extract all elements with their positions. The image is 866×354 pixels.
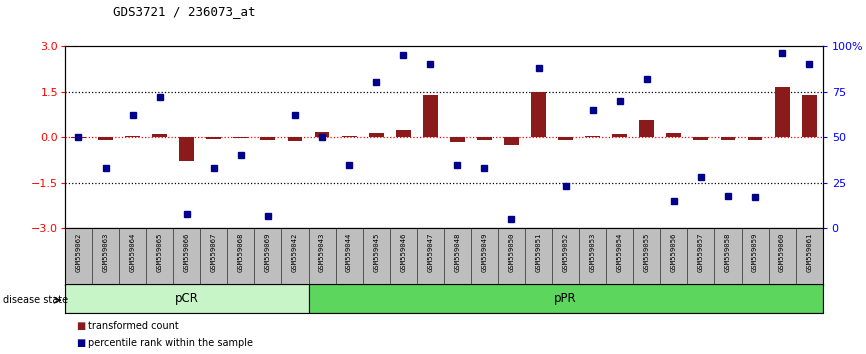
Bar (694, 137, 708, 139)
Bar (369, 133, 384, 137)
Bar (179, 137, 194, 161)
Text: GSM559044: GSM559044 (346, 232, 352, 272)
Text: GSM559067: GSM559067 (210, 232, 216, 272)
Text: pPR: pPR (554, 292, 577, 305)
Text: GSM559055: GSM559055 (643, 232, 650, 272)
Text: GSM559046: GSM559046 (400, 232, 406, 272)
Text: GSM559057: GSM559057 (698, 232, 704, 272)
Bar (234, 137, 249, 138)
Bar (504, 137, 519, 145)
Text: GSM559063: GSM559063 (102, 232, 108, 272)
Bar (308, 284, 823, 313)
Bar (126, 136, 140, 137)
Bar (747, 137, 762, 139)
Text: GSM559068: GSM559068 (238, 232, 244, 272)
Text: GSM559052: GSM559052 (563, 232, 569, 272)
Bar (477, 137, 492, 139)
Bar (314, 132, 329, 137)
Bar (342, 136, 357, 137)
Text: GSM559059: GSM559059 (752, 232, 758, 272)
Text: GSM559051: GSM559051 (535, 232, 541, 272)
Bar (559, 137, 573, 140)
Bar (667, 133, 682, 137)
Bar (98, 137, 113, 139)
Bar (396, 131, 410, 137)
Text: GSM559061: GSM559061 (806, 232, 812, 272)
Text: GSM559045: GSM559045 (373, 232, 379, 272)
Text: disease state: disease state (3, 295, 68, 305)
Text: GSM559065: GSM559065 (157, 232, 163, 272)
Text: GSM559062: GSM559062 (75, 232, 81, 272)
Text: GDS3721 / 236073_at: GDS3721 / 236073_at (113, 5, 255, 18)
Bar (450, 137, 465, 142)
Text: ■: ■ (76, 321, 86, 331)
Text: GSM559050: GSM559050 (508, 232, 514, 272)
Text: ■: ■ (76, 338, 86, 348)
Bar (775, 87, 790, 137)
Text: GSM559047: GSM559047 (427, 232, 433, 272)
Text: pCR: pCR (175, 292, 198, 305)
Text: GSM559054: GSM559054 (617, 232, 623, 272)
Text: GSM559066: GSM559066 (184, 232, 190, 272)
Bar (531, 92, 546, 137)
Bar (585, 136, 600, 137)
Text: GSM559064: GSM559064 (130, 232, 136, 272)
Bar (639, 120, 654, 137)
Text: GSM559060: GSM559060 (779, 232, 785, 272)
Bar (71, 137, 86, 138)
Bar (261, 137, 275, 139)
Text: GSM559048: GSM559048 (455, 232, 461, 272)
Text: GSM559053: GSM559053 (590, 232, 596, 272)
Text: GSM559056: GSM559056 (671, 232, 677, 272)
Text: transformed count: transformed count (88, 321, 179, 331)
Bar (206, 137, 221, 139)
Bar (721, 137, 735, 140)
Bar (288, 137, 302, 141)
Text: GSM559058: GSM559058 (725, 232, 731, 272)
Text: GSM559069: GSM559069 (265, 232, 271, 272)
Bar (65, 284, 308, 313)
Text: GSM559042: GSM559042 (292, 232, 298, 272)
Text: percentile rank within the sample: percentile rank within the sample (88, 338, 254, 348)
Bar (423, 95, 437, 137)
Bar (612, 134, 627, 137)
Text: GSM559049: GSM559049 (481, 232, 488, 272)
Bar (152, 133, 167, 137)
Text: GSM559043: GSM559043 (319, 232, 325, 272)
Bar (802, 95, 817, 137)
